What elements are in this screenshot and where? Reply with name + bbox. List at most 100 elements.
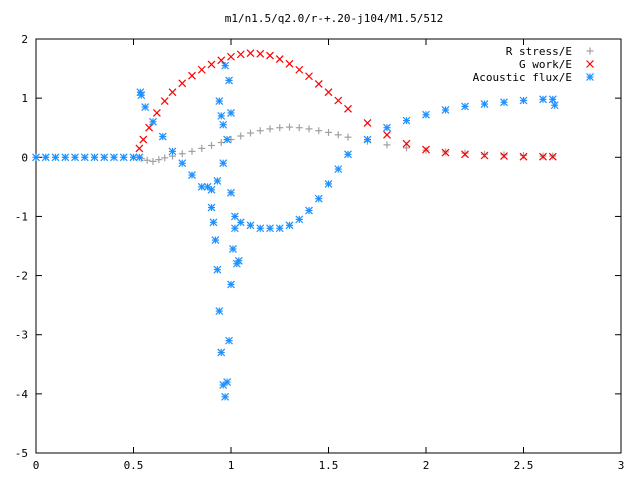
data-point xyxy=(305,206,313,215)
data-point xyxy=(314,80,323,88)
x-tick-label: 1.5 xyxy=(319,459,339,472)
x-tick-label: 2.5 xyxy=(514,459,534,472)
data-point xyxy=(383,130,391,139)
data-point xyxy=(213,177,222,185)
data-point xyxy=(324,179,333,188)
data-point xyxy=(207,60,216,69)
data-point xyxy=(207,203,216,212)
data-point xyxy=(383,123,391,132)
series-layer xyxy=(32,49,559,401)
data-point xyxy=(219,120,228,129)
data-point xyxy=(275,224,284,233)
data-point xyxy=(129,153,138,162)
data-point xyxy=(219,159,228,168)
axis-tick-labels: 0 0.5 1 1.5 2 2.5 3 -5 -4 -3 -2 -1 0 1 2 xyxy=(15,33,625,472)
data-point xyxy=(188,147,196,155)
data-point xyxy=(223,135,232,144)
data-point xyxy=(152,109,161,117)
data-point xyxy=(110,153,118,162)
data-point xyxy=(141,103,150,111)
y-tick-label: 2 xyxy=(21,33,28,46)
data-point xyxy=(548,152,557,161)
data-point xyxy=(256,224,265,233)
data-point xyxy=(422,145,430,154)
data-point xyxy=(247,129,254,137)
data-point xyxy=(237,132,245,140)
data-point xyxy=(480,100,489,108)
data-point xyxy=(256,49,265,58)
x-tick-label: 1 xyxy=(228,459,235,472)
y-tick-label: -4 xyxy=(15,388,29,401)
y-tick-label: 1 xyxy=(21,92,28,105)
data-point xyxy=(236,50,245,59)
data-point xyxy=(160,97,169,106)
data-point xyxy=(217,56,226,65)
data-point xyxy=(363,119,372,127)
data-point xyxy=(223,378,232,386)
data-point xyxy=(80,153,89,162)
data-point xyxy=(230,212,239,221)
data-point xyxy=(461,150,469,159)
data-point xyxy=(324,88,333,97)
data-point xyxy=(315,127,323,135)
data-point xyxy=(197,65,206,74)
data-point xyxy=(221,392,230,401)
data-point xyxy=(227,109,235,117)
data-point xyxy=(197,182,206,191)
data-point xyxy=(481,150,488,158)
data-point xyxy=(295,65,304,74)
data-point xyxy=(520,152,527,160)
data-point xyxy=(403,144,410,152)
data-point xyxy=(236,218,245,227)
data-point xyxy=(550,101,559,110)
data-point xyxy=(266,51,274,60)
data-point xyxy=(41,153,50,162)
data-point xyxy=(71,153,79,162)
data-point xyxy=(208,141,215,149)
data-point xyxy=(139,135,148,144)
data-point xyxy=(155,156,163,164)
data-point xyxy=(246,221,255,230)
data-point xyxy=(221,61,230,70)
data-point xyxy=(188,71,196,80)
data-point xyxy=(227,52,235,61)
data-point xyxy=(334,131,342,139)
data-point xyxy=(137,91,146,100)
data-point xyxy=(90,153,99,162)
data-point xyxy=(305,72,313,81)
data-point xyxy=(215,97,224,106)
series-2 xyxy=(32,61,559,401)
data-point xyxy=(149,157,157,165)
axis-ticks xyxy=(35,38,622,454)
data-point xyxy=(539,95,547,104)
data-point xyxy=(100,153,109,162)
data-point xyxy=(168,147,177,156)
data-point xyxy=(519,96,528,105)
data-point xyxy=(227,188,235,197)
data-point xyxy=(149,117,157,126)
x-tick-label: 2 xyxy=(423,459,430,472)
y-tick-label: -5 xyxy=(15,447,28,460)
series-0 xyxy=(137,123,557,165)
data-point xyxy=(266,125,274,133)
data-point xyxy=(402,139,411,148)
data-point xyxy=(500,152,508,161)
data-point xyxy=(213,265,222,274)
y-tick-label: -1 xyxy=(15,210,28,223)
data-point xyxy=(246,49,255,58)
data-point xyxy=(178,159,187,168)
legend-label: Acoustic flux/E xyxy=(473,71,572,84)
data-point xyxy=(203,182,212,191)
data-point xyxy=(178,150,186,158)
data-point xyxy=(344,133,352,141)
data-point xyxy=(229,245,237,253)
data-point xyxy=(548,95,557,104)
data-point xyxy=(480,151,489,160)
data-point xyxy=(441,148,450,157)
data-point xyxy=(285,59,294,68)
data-point xyxy=(207,185,216,194)
data-point xyxy=(217,348,226,357)
chart-title: m1/n1.5/q2.0/r-+.20-j104/M1.5/512 xyxy=(225,12,444,25)
